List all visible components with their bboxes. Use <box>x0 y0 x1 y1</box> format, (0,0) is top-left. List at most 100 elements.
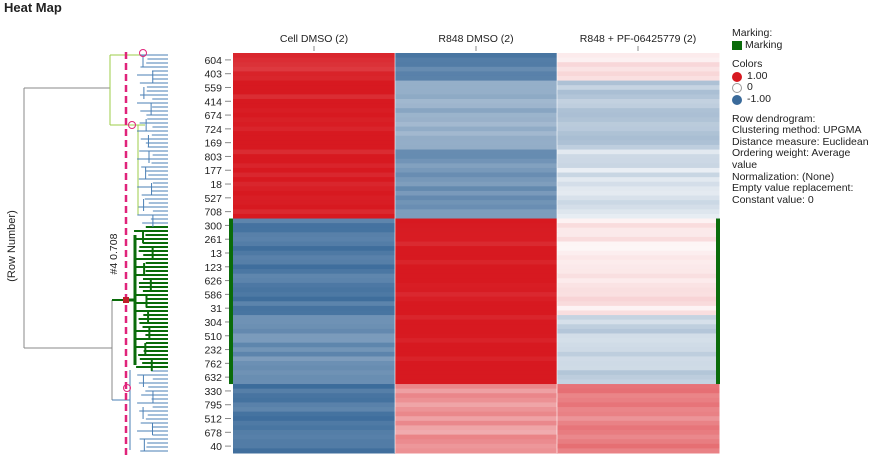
heatmap-cell[interactable] <box>395 315 558 321</box>
heatmap-cell[interactable] <box>395 365 558 371</box>
heatmap-cell[interactable] <box>557 315 720 321</box>
heatmap-cell[interactable] <box>557 301 720 307</box>
heatmap-cell[interactable] <box>395 246 558 252</box>
heatmap-cell[interactable] <box>557 236 720 243</box>
heatmap-cell[interactable] <box>557 190 720 197</box>
heatmap-cell[interactable] <box>233 144 396 151</box>
heatmap-cell[interactable] <box>395 236 558 243</box>
heatmap-cell[interactable] <box>233 103 396 109</box>
heatmap-cell[interactable] <box>395 158 558 164</box>
heatmap-cell[interactable] <box>395 204 558 210</box>
heatmap-cell[interactable] <box>233 319 396 325</box>
heatmap-cell[interactable] <box>395 425 558 431</box>
heatmap-cell[interactable] <box>395 402 558 408</box>
heatmap-cell[interactable] <box>395 338 558 344</box>
heatmap-cell[interactable] <box>395 324 558 330</box>
heatmap-cell[interactable] <box>233 167 396 174</box>
heatmap-cell[interactable] <box>395 301 558 307</box>
heatmap-cell[interactable] <box>557 209 720 215</box>
heatmap-cell[interactable] <box>557 411 720 417</box>
heatmap-cell[interactable] <box>395 259 558 265</box>
heatmap-cell[interactable] <box>557 158 720 164</box>
heatmap-cell[interactable] <box>233 250 396 256</box>
heatmap-cell[interactable] <box>395 448 558 454</box>
heatmap-cell[interactable] <box>233 315 396 321</box>
heatmap-cell[interactable] <box>233 181 396 187</box>
heatmap-cell[interactable] <box>557 75 720 82</box>
heatmap-cell[interactable] <box>557 305 720 311</box>
heatmap-cell[interactable] <box>233 218 396 224</box>
heatmap-cell[interactable] <box>557 292 720 298</box>
heatmap-cell[interactable] <box>395 241 558 247</box>
heatmap-cell[interactable] <box>233 338 396 344</box>
heatmap-cell[interactable] <box>395 154 558 160</box>
heatmap-cell[interactable] <box>557 425 720 431</box>
heatmap-cell[interactable] <box>233 328 396 334</box>
heatmap-cell[interactable] <box>557 250 720 256</box>
heatmap-cell[interactable] <box>233 287 396 293</box>
heatmap-cell[interactable] <box>395 75 558 82</box>
heatmap-cell[interactable] <box>557 154 720 160</box>
heatmap-cell[interactable] <box>557 140 720 146</box>
heatmap-cell[interactable] <box>233 112 396 118</box>
heatmap-cell[interactable] <box>557 273 720 279</box>
heatmap-cell[interactable] <box>233 190 396 197</box>
heatmap-cell[interactable] <box>233 310 396 316</box>
heatmap-cell[interactable] <box>233 89 396 95</box>
heatmap-cell[interactable] <box>557 218 720 224</box>
heatmap-cell[interactable] <box>557 361 720 367</box>
heatmap-cell[interactable] <box>557 121 720 128</box>
heatmap-cell[interactable] <box>557 402 720 408</box>
heatmap-cell[interactable] <box>557 333 720 339</box>
heatmap-cell[interactable] <box>557 269 720 275</box>
heatmap-cell[interactable] <box>233 361 396 367</box>
heatmap-cell[interactable] <box>395 121 558 128</box>
heatmap-cell[interactable] <box>557 62 720 68</box>
heatmap-cell[interactable] <box>557 296 720 302</box>
heatmap-cell[interactable] <box>395 328 558 334</box>
heatmap-cell[interactable] <box>395 112 558 118</box>
heatmap-cell[interactable] <box>557 112 720 118</box>
heatmap-cell[interactable] <box>557 57 720 63</box>
heatmap-cell[interactable] <box>395 296 558 302</box>
heatmap-cell[interactable] <box>395 209 558 215</box>
heatmap-cell[interactable] <box>395 305 558 311</box>
heatmap-cell[interactable] <box>233 172 396 178</box>
heatmap-cell[interactable] <box>395 167 558 174</box>
heatmap-cell[interactable] <box>233 75 396 82</box>
heatmap-cell[interactable] <box>395 66 558 72</box>
heatmap-cell[interactable] <box>233 356 396 362</box>
heatmap-cell[interactable] <box>557 103 720 109</box>
heatmap-cell[interactable] <box>395 108 558 114</box>
heatmap-cell[interactable] <box>557 338 720 344</box>
heatmap-cell[interactable] <box>233 301 396 307</box>
heatmap-cell[interactable] <box>557 379 720 385</box>
heatmap-cell[interactable] <box>557 397 720 403</box>
heatmap-cell[interactable] <box>233 411 396 417</box>
heatmap-cell[interactable] <box>395 200 558 206</box>
heatmap-cell[interactable] <box>233 296 396 302</box>
heatmap-cell[interactable] <box>395 407 558 413</box>
heatmap-cell[interactable] <box>233 448 396 454</box>
heatmap-cell[interactable] <box>395 370 558 376</box>
heatmap-cell[interactable] <box>557 172 720 178</box>
heatmap-cell[interactable] <box>233 425 396 431</box>
heatmap-cell[interactable] <box>557 347 720 353</box>
heatmap-cell[interactable] <box>557 324 720 330</box>
heatmap-cell[interactable] <box>557 374 720 380</box>
heatmap-cell[interactable] <box>557 135 720 141</box>
heatmap-cell[interactable] <box>233 333 396 339</box>
heatmap-cell[interactable] <box>557 98 720 105</box>
heatmap-cell[interactable] <box>233 121 396 128</box>
heatmap-cell[interactable] <box>395 85 558 91</box>
heatmap-cell[interactable] <box>233 80 396 86</box>
heatmap-cell[interactable] <box>395 71 558 77</box>
heatmap-cell[interactable] <box>395 310 558 316</box>
heatmap-cell[interactable] <box>233 117 396 123</box>
heatmap-cell[interactable] <box>233 255 396 261</box>
heatmap-cell[interactable] <box>233 131 396 137</box>
heatmap-cell[interactable] <box>395 53 558 59</box>
heatmap-cell[interactable] <box>557 328 720 334</box>
heatmap-cell[interactable] <box>557 241 720 247</box>
heatmap-cell[interactable] <box>233 420 396 426</box>
